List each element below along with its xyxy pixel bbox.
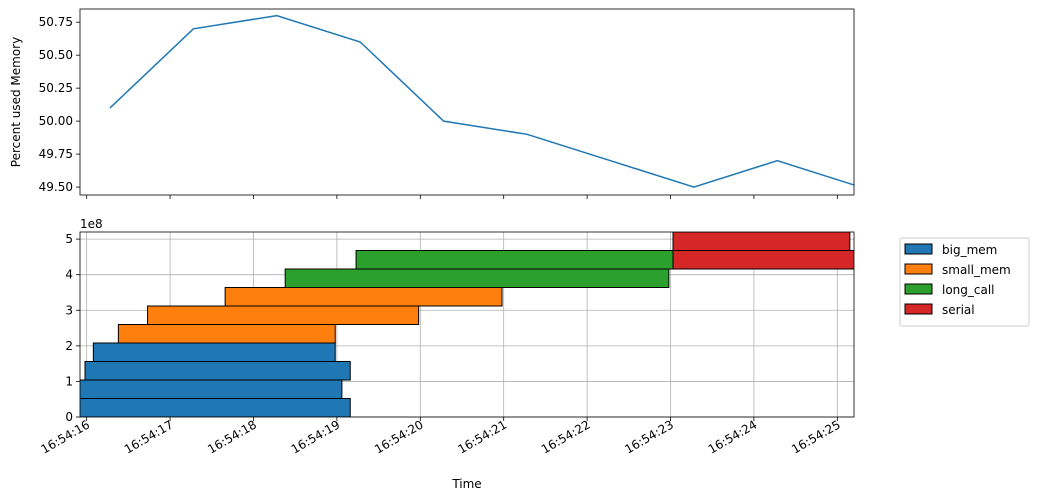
memory-line [109,14,854,188]
bottom-x-tick-label: 16:54:24 [706,417,760,456]
bottom-y-tick-label: 4 [65,268,73,282]
task-bar-small_mem [147,305,420,325]
bottom-y-tick-label: 2 [65,339,73,353]
top-y-ticks: 49.50 49.75 50.00 50.25 50.50 50.75 [39,15,80,194]
top-y-tick-label: 49.50 [39,180,73,194]
task-bar-long_call [284,268,670,288]
task-bar-long_call [355,250,674,270]
legend-swatch-serial [904,303,933,315]
bottom-axes-frame [79,231,855,418]
y-scale-label: 1e8 [80,217,103,231]
bottom-x-tick-label: 16:54:21 [456,417,510,456]
task-bar-big_mem [84,361,351,381]
top-x-ticks [86,195,838,199]
task-bar-big_mem [92,342,336,362]
bottom-x-tick-label: 16:54:22 [539,417,593,456]
bottom-y-tick-label: 5 [65,232,73,246]
bottom-x-tick-label: 16:54:19 [289,417,343,456]
top-y-tick-label: 50.75 [39,15,73,29]
legend-label-serial: serial [942,303,975,317]
bottom-y-tick-label: 3 [65,303,73,317]
memory-line-chart: 49.50 49.75 50.00 50.25 50.50 50.75 Percent u… [9,8,855,199]
bottom-x-tick-label: 16:54:20 [372,417,426,456]
legend-label-small_mem: small_mem [942,263,1011,277]
legend-label-long_call: long_call [942,283,995,297]
bottom-x-axis-label: Time [451,477,481,491]
task-bar-big_mem [80,398,351,417]
bottom-y-ticks: 0 1 2 3 4 5 [65,232,80,424]
legend-swatch-long_call [904,283,933,295]
top-y-tick-label: 50.25 [39,81,73,95]
task-bar-serial [672,250,854,270]
task-bar-small_mem [224,287,503,307]
top-y-tick-label: 50.50 [39,48,73,62]
top-y-tick-label: 50.00 [39,114,73,128]
bottom-x-ticks: 16:54:16 16:54:17 16:54:18 16:54:19 16:54:20… [38,417,843,457]
legend-swatch-small_mem [904,263,933,275]
task-bar-serial [672,232,851,251]
top-axes-frame [79,8,855,196]
task-bar-big_mem [80,379,343,399]
legend-label-big_mem: big_mem [942,243,997,257]
top-y-tick-label: 49.75 [39,147,73,161]
bottom-x-tick-label: 16:54:23 [622,417,676,456]
bottom-x-tick-label: 16:54:25 [789,417,843,456]
legend-swatch-big_mem [904,243,933,255]
task-bars [80,232,854,417]
task-bar-small_mem [117,324,336,344]
bottom-x-tick-label: 16:54:17 [122,417,176,456]
top-y-axis-label: Percent used Memory [9,37,23,167]
bottom-x-tick-label: 16:54:18 [205,417,259,456]
bottom-y-tick-label: 0 [65,410,73,424]
bottom-y-tick-label: 1 [65,374,73,388]
